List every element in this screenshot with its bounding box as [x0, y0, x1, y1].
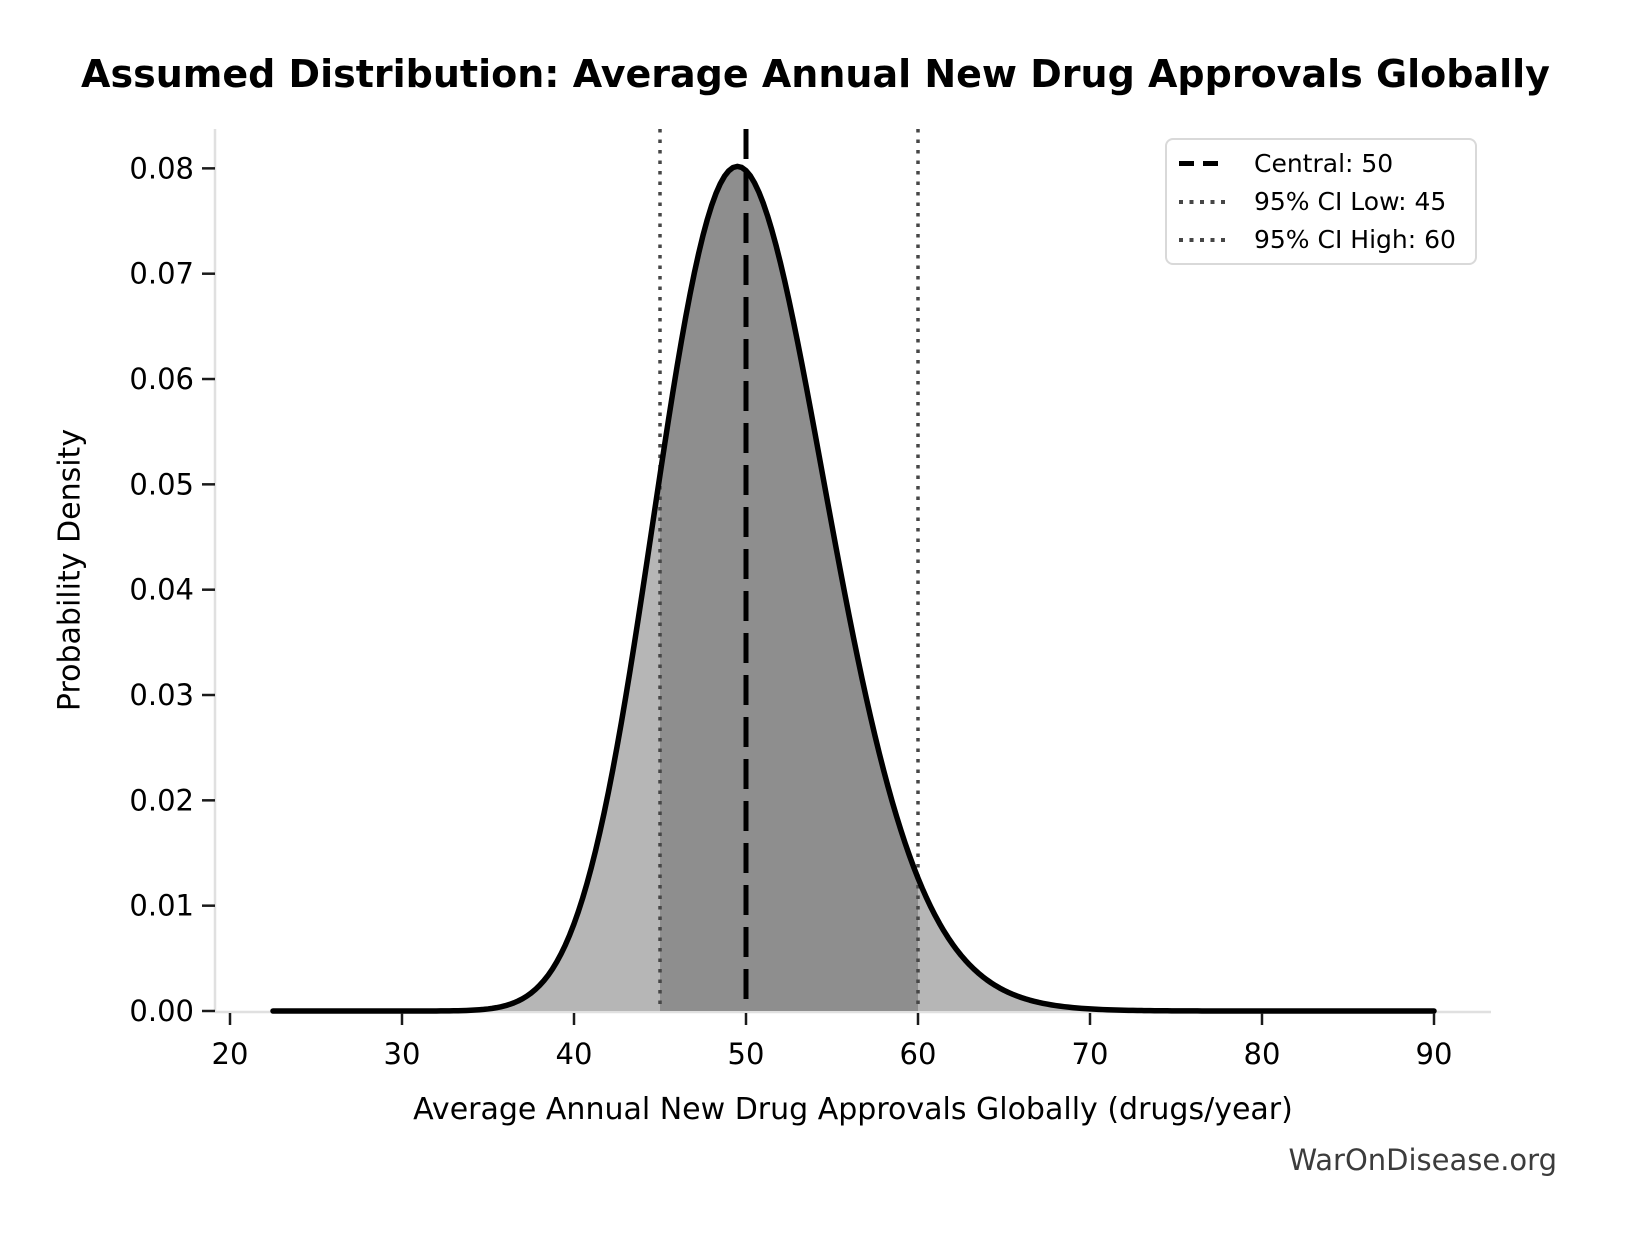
y-tick-label: 0.04	[129, 573, 194, 607]
legend-label-ci-low: 95% CI Low: 45	[1254, 187, 1447, 216]
legend-entry-ci-high: 95% CI High: 60	[1179, 225, 1475, 254]
legend: Central: 50 95% CI Low: 45 95% CI High: …	[1165, 138, 1477, 265]
y-axis-label: Probability Density	[52, 428, 88, 712]
y-tick-label: 0.01	[129, 889, 194, 923]
y-tick-label: 0.00	[129, 994, 194, 1028]
ci-low-dotted-line-swatch	[1179, 199, 1227, 204]
y-tick-label: 0.05	[129, 467, 194, 501]
y-tick-label: 0.07	[129, 257, 194, 291]
x-tick-label: 80	[1244, 1037, 1281, 1071]
y-tick-label: 0.02	[129, 783, 194, 817]
x-tick-label: 70	[1072, 1037, 1109, 1071]
legend-label-ci-high: 95% CI High: 60	[1254, 225, 1456, 254]
x-tick-label: 90	[1416, 1037, 1453, 1071]
x-tick-label: 60	[900, 1037, 937, 1071]
y-tick-label: 0.06	[129, 362, 194, 396]
legend-entry-central: Central: 50	[1179, 149, 1475, 178]
density-fill-ci	[660, 166, 918, 1011]
x-tick-label: 50	[728, 1037, 765, 1071]
central-dashed-line-swatch	[1179, 161, 1227, 166]
y-tick-label: 0.08	[129, 151, 194, 185]
x-axis-label: Average Annual New Drug Approvals Global…	[413, 1092, 1293, 1127]
chart-title: Assumed Distribution: Average Annual New…	[81, 52, 1550, 96]
x-tick-label: 20	[212, 1037, 249, 1071]
y-tick-label: 0.03	[129, 678, 194, 712]
ci-high-dotted-line-swatch	[1179, 237, 1227, 242]
legend-entry-ci-low: 95% CI Low: 45	[1179, 187, 1475, 216]
density-curve	[270, 163, 1437, 1014]
x-tick-label: 40	[556, 1037, 593, 1071]
legend-label-central: Central: 50	[1254, 149, 1394, 178]
x-tick-label: 30	[384, 1037, 421, 1071]
watermark: WarOnDisease.org	[1288, 1143, 1557, 1177]
